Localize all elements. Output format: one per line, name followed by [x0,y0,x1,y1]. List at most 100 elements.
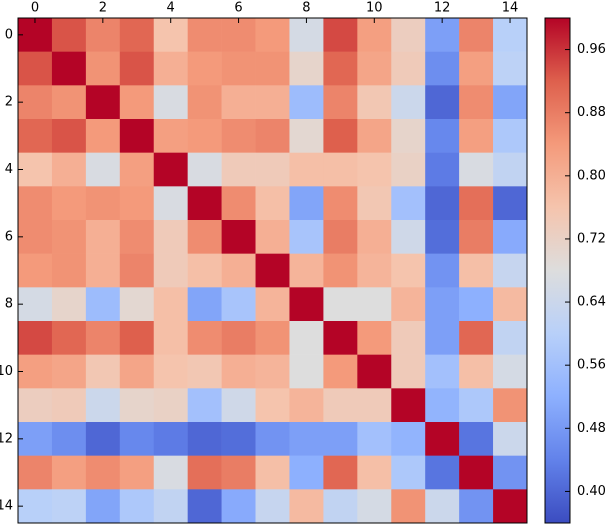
heatmap-cell [391,354,426,389]
heatmap-cell [459,152,494,187]
heatmap-cell [51,354,87,389]
heatmap-cell [221,186,256,221]
heatmap-cell [51,455,87,490]
heatmap-cell [85,455,121,490]
heatmap-cell [51,18,87,52]
heatmap-cell [18,152,53,187]
heatmap-cell [391,388,426,423]
heatmap-cell [255,119,290,153]
heatmap-cell [51,51,87,86]
heatmap-cell [51,220,87,254]
heatmap-cell [391,489,426,524]
heatmap-cell [493,51,528,86]
heatmap-cell [289,422,324,456]
heatmap-cell [119,388,155,423]
heatmap-cell [51,186,87,221]
heatmap-cell [18,321,53,355]
heatmap-cell [18,51,53,86]
heatmap-cell [221,253,256,288]
heatmap-cell [18,18,53,52]
heatmap-cell [18,85,53,120]
heatmap-cell [289,321,324,355]
heatmap-cell [323,18,358,52]
heatmap-cell [493,85,528,120]
x-tick-label: 12 [434,1,451,16]
heatmap-cell [51,321,87,355]
heatmap-cell [221,287,256,322]
heatmap-cell [119,354,155,389]
heatmap-cell [187,455,222,490]
heatmap-cell [187,489,222,524]
heatmap-cell [493,321,528,355]
colorbar-tick-label: 0.56 [577,358,606,373]
heatmap-cell [221,321,256,355]
heatmap-cell [391,287,426,322]
colorbar-tick-label: 0.72 [577,231,606,246]
heatmap-cell [425,321,460,355]
heatmap-cell [459,321,494,355]
heatmap-cell [323,119,358,153]
heatmap-cell [425,119,460,153]
heatmap-cell [425,220,460,254]
heatmap-cell [119,253,155,288]
heatmap-cell [323,220,358,254]
heatmap-cell [289,388,324,423]
heatmap-cell [255,422,290,456]
heatmap-cell [357,51,392,86]
heatmap-cell [493,455,528,490]
heatmap-cell [187,18,222,52]
heatmap-cell [255,321,290,355]
heatmap-cell [85,388,121,423]
heatmap-cell [323,186,358,221]
heatmap-cell [187,85,222,120]
heatmap-cell [119,51,155,86]
x-tick-label: 14 [502,1,519,16]
heatmap-cell [357,85,392,120]
heatmap-cell [289,489,324,524]
heatmap-cell [18,388,53,423]
heatmap-cell [493,220,528,254]
heatmap-cell [459,186,494,221]
colorbar-tick-label: 0.96 [577,42,606,57]
heatmap-cell [425,18,460,52]
heatmap-cell [357,455,392,490]
heatmap-cell [493,253,528,288]
heatmap-cell [51,287,87,322]
heatmap-cell [221,152,256,187]
heatmap-cell [459,51,494,86]
heatmap-cell [425,354,460,389]
heatmap-cell [493,422,528,456]
y-tick-label: 4 [5,162,13,177]
heatmap-cell [18,186,53,221]
x-tick-label: 2 [99,1,107,16]
y-tick-label: 0 [5,27,13,42]
heatmap-cell [119,18,155,52]
heatmap-cell [153,152,188,187]
heatmap-cell [85,51,121,86]
heatmap-cell [221,388,256,423]
y-tick-label: 2 [5,95,13,110]
x-tick-label: 6 [234,1,242,16]
heatmap-cell [459,455,494,490]
heatmap-cell [153,18,188,52]
heatmap-cell [221,51,256,86]
heatmap-cell [187,220,222,254]
heatmap-cell [391,455,426,490]
heatmap-cell [459,18,494,52]
heatmap-cell [255,455,290,490]
heatmap-cell [425,186,460,221]
heatmap-cell [153,51,188,86]
heatmap-cell [187,388,222,423]
heatmap-cell [255,253,290,288]
heatmap-cell [18,287,53,322]
x-tick-label: 10 [366,1,383,16]
heatmap-cell [493,18,528,52]
heatmap-cell [357,220,392,254]
heatmap-cell [187,152,222,187]
heatmap-cell [357,119,392,153]
heatmap-cell [18,489,53,524]
x-tick-label: 0 [31,1,39,16]
y-tick-label: 12 [0,431,13,446]
colorbar-tick-label: 0.88 [577,105,606,120]
